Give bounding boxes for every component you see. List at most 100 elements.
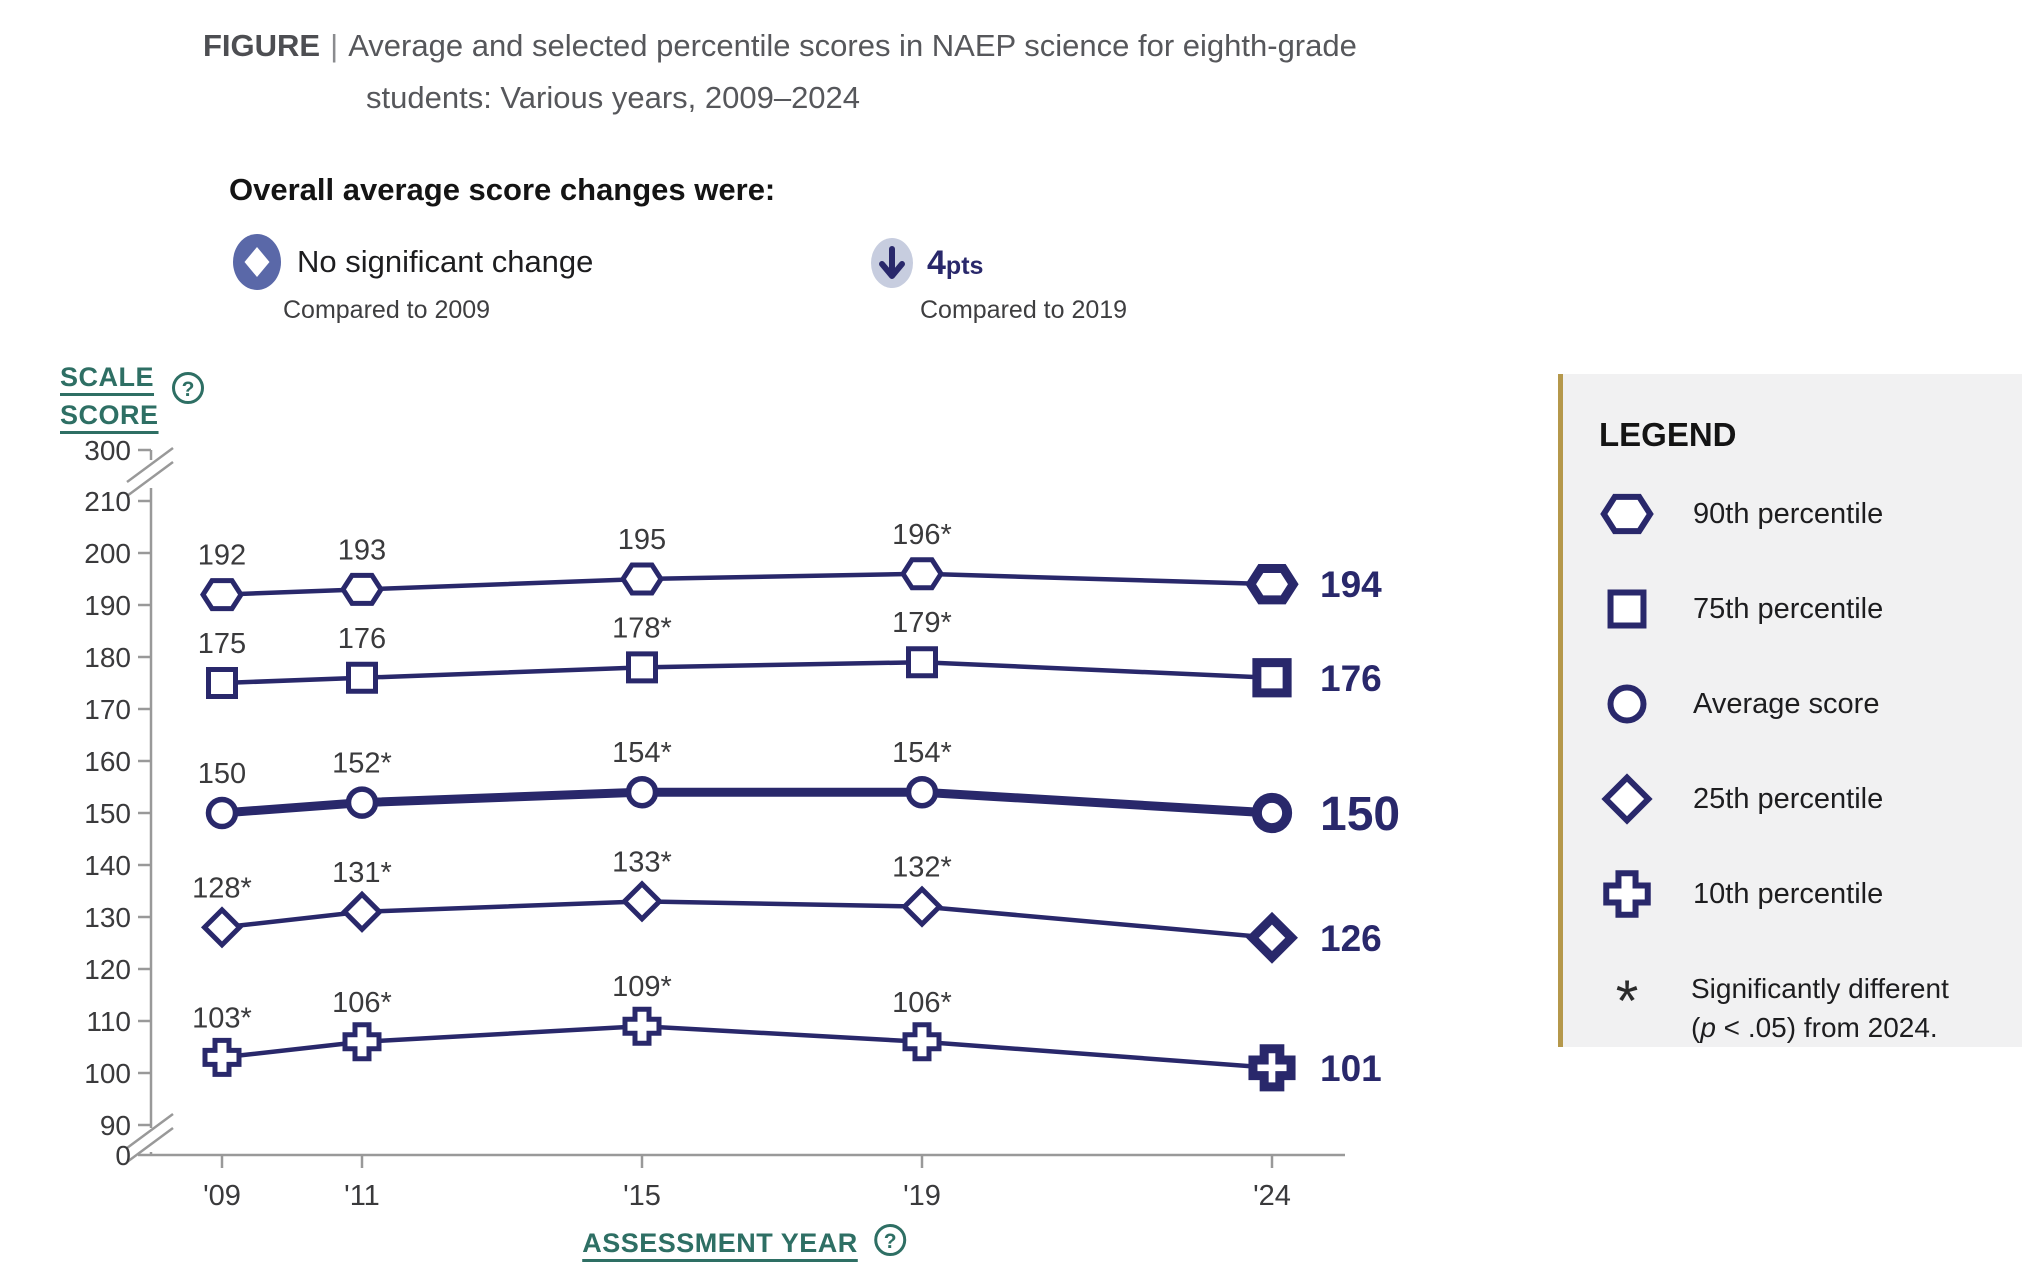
marker-10th-percentile-2011[interactable]	[342, 1022, 382, 1062]
hexagon-icon	[1600, 493, 1654, 535]
marker-10th-percentile-2019[interactable]	[902, 1022, 942, 1062]
y-tick-label-180: 180	[84, 642, 131, 673]
series-line-average-score	[221, 787, 1273, 818]
legend-item-label: 10th percentile	[1693, 877, 1884, 910]
point-label-25th-percentile-2015: 133*	[612, 846, 672, 878]
change-indicator-label: No significant change	[297, 244, 594, 279]
legend-item-label: 75th percentile	[1693, 592, 1884, 625]
legend-title: LEGEND	[1599, 416, 1737, 453]
assessment-year-help-icon[interactable]: ?	[872, 1222, 908, 1265]
marker-average-score-2015[interactable]	[625, 775, 659, 809]
legend-item-label: 90th percentile	[1693, 497, 1884, 530]
point-label-90th-percentile-2015: 195	[618, 524, 666, 556]
point-label-10th-percentile-2011: 106*	[332, 987, 392, 1019]
diamond-icon	[1601, 773, 1653, 825]
legend-item-75th-percentile: 75th percentile	[1597, 579, 1992, 639]
figure-title-text: Average and selected percentile scores i…	[348, 28, 1357, 63]
marker-average-score-2011[interactable]	[345, 786, 379, 819]
legend-panel: LEGEND 90th percentile 75th percentile Ave…	[1558, 374, 2022, 1047]
marker-90th-percentile-2011[interactable]	[340, 572, 384, 606]
marker-25th-percentile-2024[interactable]	[1246, 911, 1298, 964]
marker-25th-percentile-2019[interactable]	[900, 885, 944, 928]
y-tick-label-190: 190	[84, 590, 131, 621]
assessment-year-row: ASSESSMENT YEAR ?	[582, 1222, 908, 1265]
cross-icon	[1603, 870, 1651, 918]
svg-text:?: ?	[182, 378, 195, 401]
change-points-value: 4pts	[927, 243, 984, 282]
asterisk-symbol: *	[1615, 969, 1639, 1034]
x-tick-label-2009: '09	[203, 1180, 241, 1212]
x-tick-label-2015: '15	[623, 1180, 661, 1212]
y-tick-label-300: 300	[84, 435, 131, 466]
point-label-average-score-2009: 150	[198, 758, 246, 790]
assessment-year-label[interactable]: ASSESSMENT YEAR	[582, 1228, 858, 1258]
legend-item-label: 25th percentile	[1693, 782, 1884, 815]
marker-90th-percentile-2009[interactable]	[200, 578, 244, 612]
marker-90th-percentile-2024[interactable]	[1245, 564, 1299, 605]
x-tick-label-2011: '11	[344, 1180, 380, 1212]
end-label-10th-percentile: 101	[1320, 1048, 1382, 1089]
marker-75th-percentile-2019[interactable]	[906, 646, 938, 679]
marker-10th-percentile-2024[interactable]	[1248, 1044, 1296, 1092]
marker-75th-percentile-2011[interactable]	[346, 661, 378, 694]
point-label-25th-percentile-2019: 132*	[892, 852, 952, 884]
y-tick-label-140: 140	[84, 850, 131, 881]
axis-break-slash	[126, 1126, 174, 1164]
figure-title: FIGURE | Average and selected percentile s…	[203, 20, 1357, 124]
y-tick-label-160: 160	[84, 746, 131, 777]
square-icon	[1607, 589, 1647, 629]
marker-10th-percentile-2009[interactable]	[202, 1037, 242, 1077]
legend-item-average-score: Average score	[1597, 674, 1992, 734]
axis-break-slash	[126, 460, 174, 498]
marker-90th-percentile-2015[interactable]	[620, 562, 664, 596]
end-label-25th-percentile: 126	[1320, 918, 1382, 959]
x-tick-label-2019: '19	[903, 1180, 941, 1212]
y-tick-label-90: 90	[100, 1110, 131, 1141]
legend-items: 90th percentile 75th percentile Average sc…	[1597, 484, 1992, 924]
legend-note: * Significantly different (p < .05) from…	[1597, 959, 1992, 1047]
point-label-75th-percentile-2019: 179*	[892, 607, 952, 639]
point-label-10th-percentile-2009: 103*	[192, 1002, 252, 1034]
point-label-10th-percentile-2019: 106*	[892, 987, 952, 1019]
marker-average-score-2019[interactable]	[905, 775, 939, 809]
scale-score-help-icon[interactable]: ?	[170, 370, 206, 411]
change-indicator-sub-2019: Compared to 2019	[920, 296, 1128, 324]
marker-75th-percentile-2015[interactable]	[626, 651, 658, 684]
series-line-25th-percentile	[221, 899, 1273, 941]
change-indicator-sub-2009: Compared to 2009	[283, 296, 491, 324]
down-arrow-icon	[871, 238, 913, 288]
change-indicator-2019: 4pts	[869, 236, 983, 290]
point-label-90th-percentile-2019: 196*	[892, 519, 952, 551]
figure-title-line2: students: Various years, 2009–2024	[366, 80, 861, 115]
marker-average-score-2009[interactable]	[205, 796, 239, 830]
end-label-75th-percentile: 176	[1320, 658, 1382, 699]
axis-break-slash	[126, 446, 174, 484]
marker-25th-percentile-2015[interactable]	[620, 880, 664, 923]
marker-10th-percentile-2015[interactable]	[622, 1006, 662, 1046]
point-label-average-score-2015: 154*	[612, 737, 672, 769]
point-label-average-score-2011: 152*	[332, 748, 392, 780]
scale-score-label[interactable]: SCALE SCORE	[60, 362, 159, 430]
legend-item-90th-percentile: 90th percentile	[1597, 484, 1992, 544]
end-label-90th-percentile: 194	[1320, 564, 1382, 605]
y-tick-label-210: 210	[84, 486, 131, 517]
marker-75th-percentile-2024[interactable]	[1252, 658, 1292, 698]
y-tick-label-100: 100	[84, 1058, 131, 1089]
y-tick-label-0: 0	[115, 1140, 131, 1171]
end-label-average-score: 150	[1320, 788, 1400, 841]
y-tick-label-170: 170	[84, 694, 131, 725]
marker-90th-percentile-2019[interactable]	[900, 557, 944, 591]
marker-average-score-2024[interactable]	[1251, 792, 1293, 834]
point-label-75th-percentile-2011: 176	[338, 623, 386, 655]
marker-75th-percentile-2009[interactable]	[206, 667, 238, 699]
y-tick-label-110: 110	[86, 1006, 131, 1037]
point-label-75th-percentile-2015: 178*	[612, 612, 672, 644]
marker-25th-percentile-2011[interactable]	[340, 890, 384, 933]
y-tick-label-120: 120	[84, 954, 131, 985]
no-significant-change-icon	[233, 234, 281, 290]
marker-25th-percentile-2009[interactable]	[200, 906, 244, 949]
legend-item-25th-percentile: 25th percentile	[1597, 769, 1992, 829]
y-tick-label-200: 200	[84, 538, 131, 569]
